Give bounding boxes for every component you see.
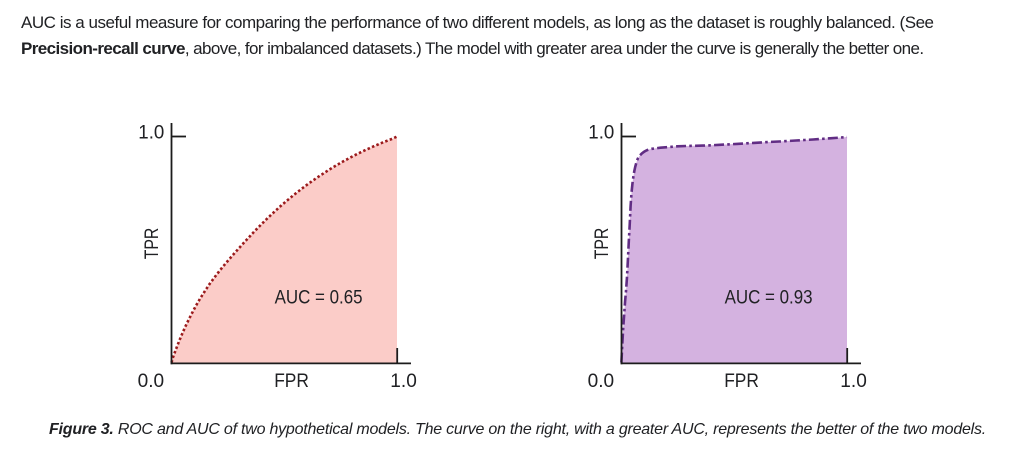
svg-text:1.0: 1.0 [390, 371, 417, 392]
svg-text:TPR: TPR [142, 228, 163, 260]
svg-text:0.0: 0.0 [588, 371, 615, 392]
svg-text:0.0: 0.0 [138, 371, 165, 392]
svg-text:AUC = 0.93: AUC = 0.93 [725, 288, 813, 309]
svg-text:FPR: FPR [274, 371, 309, 392]
svg-text:1.0: 1.0 [588, 123, 614, 144]
svg-text:1.0: 1.0 [138, 123, 164, 144]
svg-text:TPR: TPR [592, 228, 613, 260]
svg-text:1.0: 1.0 [840, 371, 867, 392]
svg-text:FPR: FPR [724, 371, 759, 392]
svg-text:AUC = 0.65: AUC = 0.65 [275, 288, 363, 309]
